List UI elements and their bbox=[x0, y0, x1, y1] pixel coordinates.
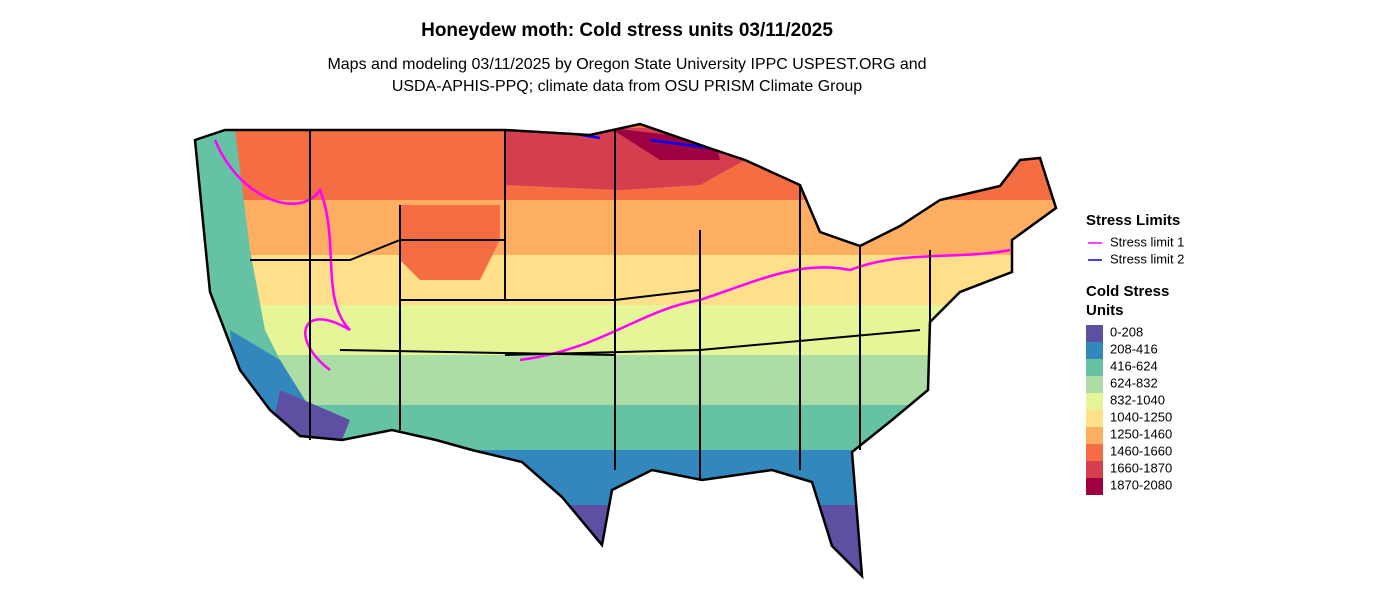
legend: Stress Limits Stress limit 1 Stress limit … bbox=[1086, 212, 1184, 495]
stress-band bbox=[195, 450, 1056, 506]
legend-swatch bbox=[1086, 410, 1103, 427]
legend-title: Cold Stress bbox=[1086, 283, 1169, 300]
legend-swatch bbox=[1086, 393, 1103, 410]
legend-swatch bbox=[1086, 444, 1103, 461]
legend-label: 1250-1460 bbox=[1110, 426, 1172, 441]
stress-band bbox=[195, 355, 1056, 406]
legend-title: Units bbox=[1086, 302, 1124, 319]
legend-label: 208-416 bbox=[1110, 341, 1158, 356]
title: Honeydew moth: Cold stress units 03/11/2… bbox=[421, 20, 833, 41]
legend-swatch bbox=[1086, 478, 1103, 495]
legend-label: Stress limit 1 bbox=[1110, 234, 1184, 249]
legend-label: 832-1040 bbox=[1110, 392, 1165, 407]
legend-swatch bbox=[1086, 342, 1103, 359]
stress-band bbox=[195, 505, 1056, 576]
legend-swatch bbox=[1086, 376, 1103, 393]
legend-label: 1660-1870 bbox=[1110, 460, 1172, 475]
subtitle: Maps and modeling 03/11/2025 by Oregon S… bbox=[327, 56, 926, 73]
legend-label: 624-832 bbox=[1110, 375, 1158, 390]
cold-north bbox=[610, 128, 720, 160]
legend-label: 416-624 bbox=[1110, 358, 1158, 373]
legend-title: Stress Limits bbox=[1086, 212, 1180, 229]
legend-swatch bbox=[1086, 359, 1103, 376]
legend-label: 1870-2080 bbox=[1110, 477, 1172, 492]
legend-label: 0-208 bbox=[1110, 324, 1143, 339]
legend-swatch bbox=[1086, 325, 1103, 342]
legend-swatch bbox=[1086, 461, 1103, 478]
stress-limit-1 bbox=[213, 139, 1011, 371]
stress-band bbox=[195, 200, 1056, 256]
legend-label: 1040-1250 bbox=[1110, 409, 1172, 424]
legend-swatch bbox=[1086, 427, 1103, 444]
legend-label: Stress limit 2 bbox=[1110, 251, 1184, 266]
legend-label: 1460-1660 bbox=[1110, 443, 1172, 458]
state-borders bbox=[250, 130, 931, 480]
subtitle: USDA-APHIS-PPQ; climate data from OSU PR… bbox=[392, 78, 862, 95]
stress-band bbox=[195, 305, 1056, 356]
stress-band bbox=[195, 255, 1056, 306]
cold-mountain bbox=[400, 205, 500, 280]
